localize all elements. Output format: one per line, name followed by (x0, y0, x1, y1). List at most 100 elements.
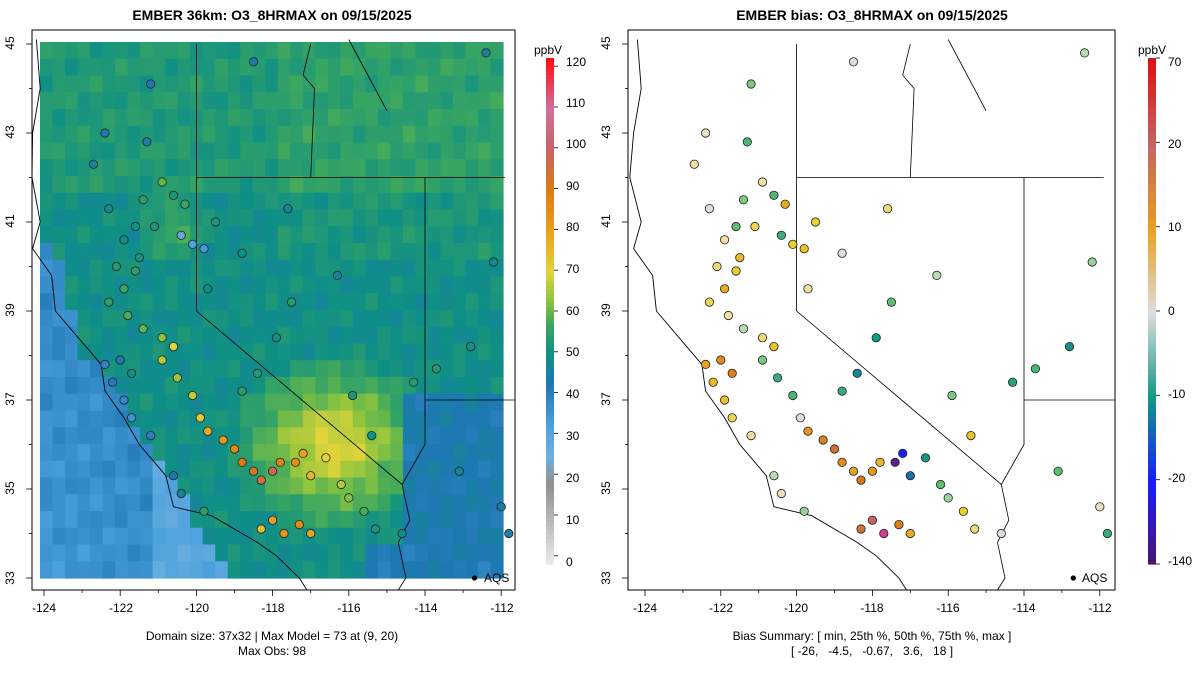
heat-cell (315, 477, 329, 495)
heat-cell (177, 243, 191, 261)
left-footer-line-2: Max Obs: 98 (238, 644, 306, 658)
heat-cell (127, 75, 141, 93)
heat-cell (402, 360, 416, 378)
obs-point (306, 471, 316, 481)
heat-cell (352, 109, 366, 127)
bias-point (772, 373, 783, 383)
heat-cell (340, 75, 354, 93)
heat-cell (477, 109, 492, 127)
colorbar-segment (546, 547, 554, 552)
heat-cell (140, 226, 154, 244)
heat-cell (227, 343, 241, 361)
right-colorbar-tick: 10 (1168, 220, 1182, 234)
colorbar-segment (1148, 391, 1156, 396)
heat-cell (327, 561, 341, 579)
heat-cell (352, 176, 366, 194)
heat-cell (302, 92, 316, 110)
colorbar-segment (1148, 416, 1156, 422)
heat-cell (302, 109, 316, 127)
heat-cell (265, 92, 279, 110)
heat-cell (465, 209, 479, 227)
left-colorbar-tick: 60 (566, 304, 580, 318)
colorbar-segment (546, 222, 554, 228)
colorbar-segment (1148, 315, 1156, 321)
heat-cell (290, 343, 304, 361)
heat-cell (427, 92, 442, 110)
heat-cell (365, 444, 379, 462)
heat-cell (202, 326, 216, 345)
heat-cell (127, 293, 141, 311)
heat-cell (352, 444, 366, 462)
heat-cell (490, 377, 504, 395)
heat-cell (265, 58, 279, 77)
heat-cell (452, 393, 467, 412)
heat-cell (352, 125, 366, 144)
heat-cell (440, 276, 454, 294)
bias-point (700, 128, 711, 138)
colorbar-segment (1148, 184, 1156, 190)
heat-cell (165, 226, 179, 244)
heat-cell (77, 527, 91, 546)
heat-cell (290, 109, 304, 127)
colorbar-segment (546, 517, 554, 523)
heat-cell (240, 42, 254, 60)
right-colorbar-ticks: -140 -20 -10 0 10 20 70 (1168, 55, 1192, 568)
heat-cell (65, 477, 79, 495)
heat-cell (40, 243, 54, 261)
heat-cell (202, 192, 216, 211)
heat-cell (352, 92, 366, 110)
colorbar-segment (546, 353, 554, 358)
heat-cell (127, 92, 141, 110)
heat-cell (415, 92, 429, 110)
heat-cell (52, 192, 66, 211)
colorbar-segment (546, 416, 554, 422)
bias-point (716, 355, 726, 365)
heat-cell (415, 58, 429, 77)
heat-cell (190, 360, 204, 378)
left-x-tick-label: -112 (490, 601, 513, 615)
heat-cell (340, 544, 354, 562)
heat-cell (302, 561, 316, 579)
heat-cell (52, 427, 66, 445)
obs-point (466, 341, 476, 352)
heat-cell (377, 58, 391, 77)
colorbar-segment (1148, 403, 1156, 409)
heat-cell (427, 276, 442, 294)
obs-point (149, 221, 160, 232)
colorbar-segment (1148, 378, 1156, 384)
heat-cell (240, 276, 254, 294)
heat-cell (102, 393, 116, 412)
heat-cell (115, 377, 129, 395)
heat-cell (177, 310, 191, 328)
heat-cell (290, 494, 304, 512)
heat-cell (252, 226, 266, 244)
colorbar-segment (1148, 108, 1156, 114)
obs-point (130, 266, 140, 276)
heat-cell (340, 209, 354, 227)
heat-cell (352, 310, 366, 328)
obs-point (481, 48, 491, 58)
heat-cell (315, 75, 329, 93)
heat-cell (77, 293, 91, 311)
heat-cell (302, 243, 316, 261)
heat-cell (265, 159, 279, 177)
heat-cell (365, 226, 379, 244)
colorbar-segment (1148, 353, 1156, 358)
colorbar-segment (546, 138, 554, 143)
heat-cell (215, 125, 229, 144)
heat-cell (190, 427, 204, 445)
heat-cell (90, 561, 104, 579)
heat-cell (440, 142, 454, 160)
colorbar-segment (546, 348, 554, 354)
heat-cell (377, 393, 391, 412)
heat-cell (402, 444, 416, 462)
heat-cell (265, 494, 279, 512)
bias-point (958, 506, 969, 516)
colorbar-segment (546, 70, 554, 76)
heat-cell (215, 75, 229, 93)
heat-cell (465, 243, 479, 261)
heat-cell (290, 125, 304, 144)
heat-cell (315, 360, 329, 378)
right-x-tick-label: -120 (784, 601, 808, 615)
heat-cell (452, 377, 467, 395)
